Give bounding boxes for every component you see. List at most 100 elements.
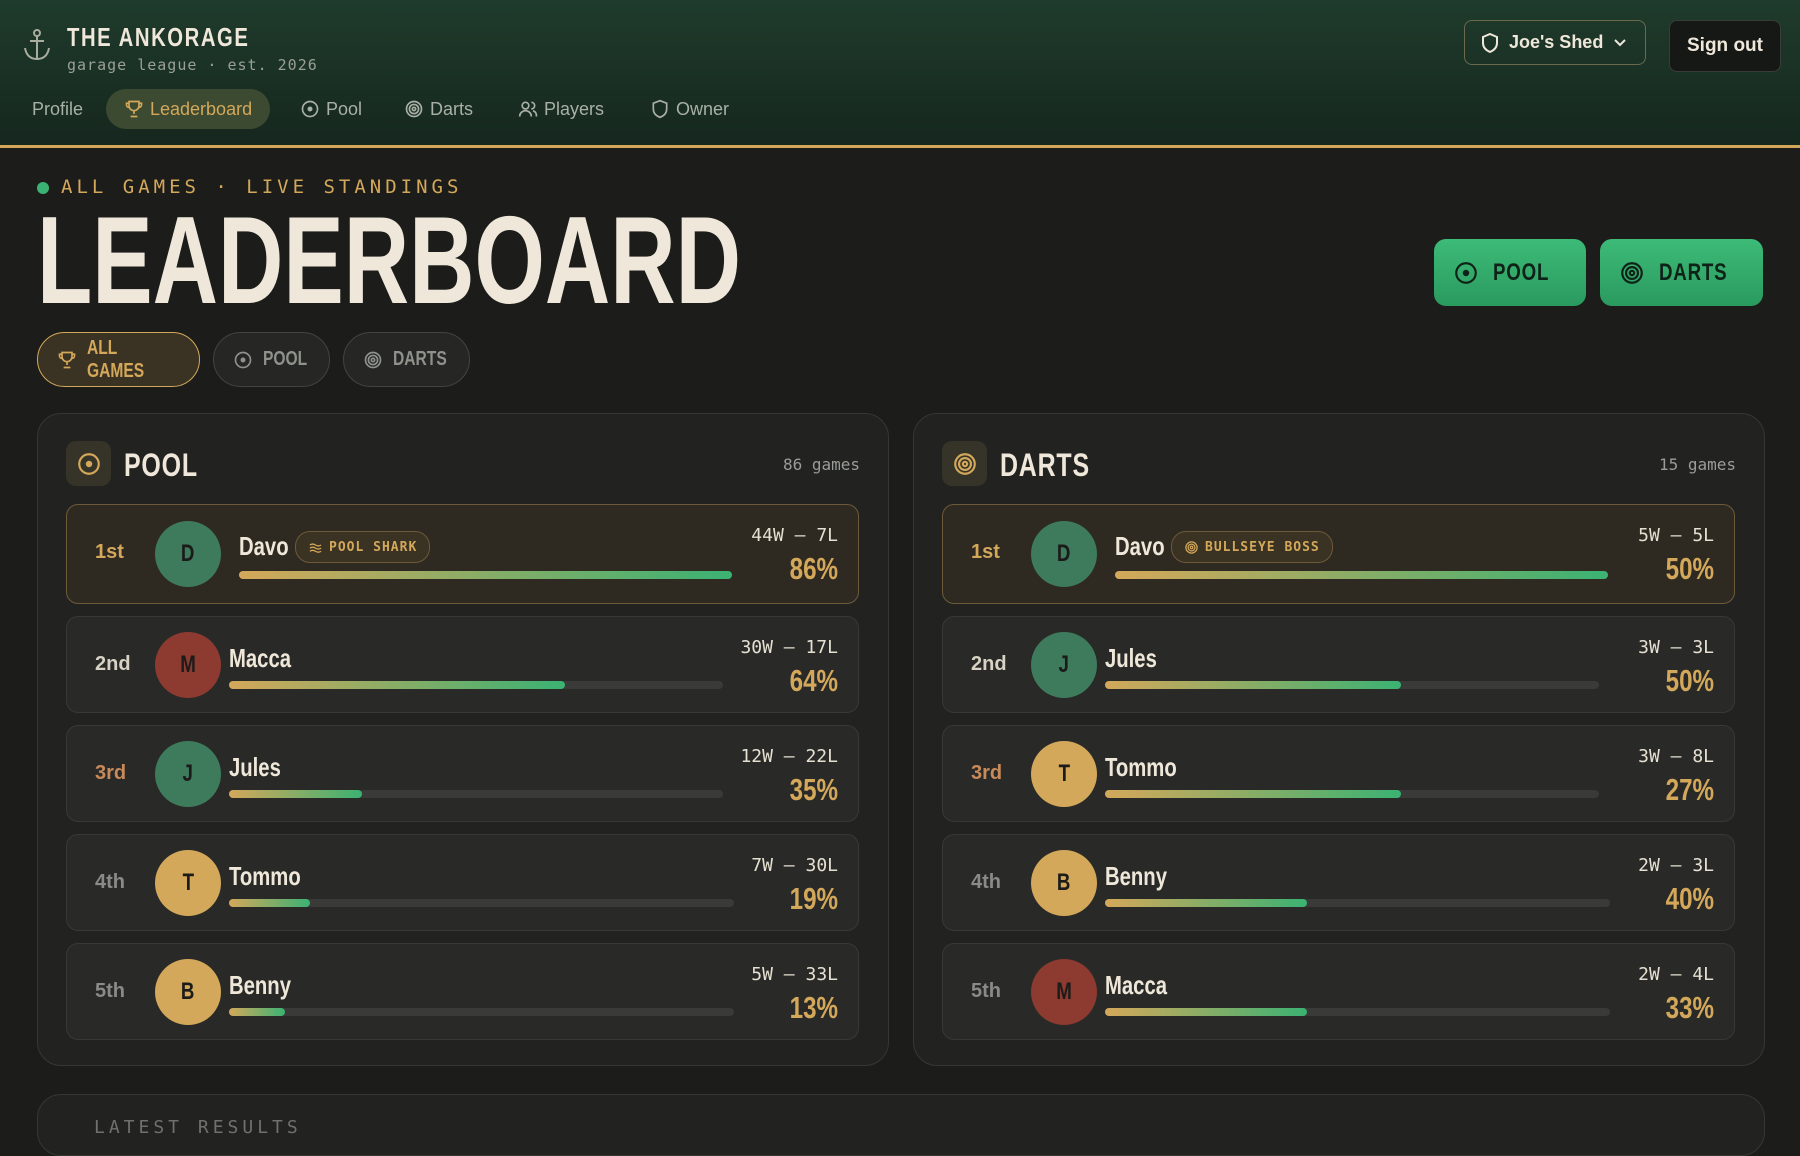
progress-track <box>239 571 732 579</box>
progress-fill <box>229 790 363 798</box>
icon <box>953 452 976 475</box>
record: 2W – 3L <box>1638 855 1714 876</box>
rank: 4th <box>95 871 125 893</box>
leaderboard-row[interactable]: 5th B Benny 5W – 33L 13% <box>66 943 859 1040</box>
nav-item[interactable]: Darts <box>386 89 491 129</box>
club-name: Joe's Shed <box>1509 32 1604 52</box>
player-name-wrap: Macca <box>1105 970 1185 1001</box>
avatar: T <box>1031 741 1097 807</box>
avatar-initial: M <box>180 651 196 678</box>
nav-item[interactable]: Players <box>500 89 622 129</box>
win-pct: 13% <box>776 990 838 1026</box>
avatar-initial: M <box>1056 978 1072 1005</box>
record: 5W – 5L <box>1638 525 1714 546</box>
player-name: Benny <box>1105 861 1167 891</box>
leaderboard-row[interactable]: 4th B Benny 2W – 3L 40% <box>942 834 1735 931</box>
icon <box>652 99 668 119</box>
progress-fill <box>1105 1008 1307 1016</box>
player-name-wrap: Benny <box>1105 861 1184 892</box>
win-pct-text: 19% <box>789 881 838 916</box>
nav-label: Leaderboard <box>150 98 253 119</box>
win-pct-text: 35% <box>789 772 838 807</box>
badge: BULLSEYE BOSS <box>1171 531 1333 563</box>
leaderboard-row[interactable]: 5th M Macca 2W – 4L 33% <box>942 943 1735 1040</box>
leaderboard-row[interactable]: 3rd J Jules 12W – 22L 35% <box>66 725 859 822</box>
avatar-initial: D <box>1057 540 1071 567</box>
filter-pill[interactable]: POOL <box>213 332 330 387</box>
action-button[interactable]: POOL <box>1434 239 1586 306</box>
leaderboard-row[interactable]: 2nd J Jules 3W – 3L 50% <box>942 616 1735 713</box>
badge-text: POOL SHARK <box>329 539 418 555</box>
nav-item[interactable]: Profile <box>14 89 101 129</box>
nav-label: Players <box>544 98 605 119</box>
progress-track <box>229 899 734 907</box>
anchor-icon <box>24 29 50 61</box>
win-pct-text: 13% <box>789 990 838 1025</box>
filter-pill[interactable]: ALL GAMES <box>37 332 200 387</box>
player-name: Macca <box>1105 970 1168 1000</box>
player-name-wrap: Davo <box>239 531 303 562</box>
tagline: garage league · est. 2026 <box>67 56 318 74</box>
brand-text: THE ANKORAGE <box>67 22 250 52</box>
leaderboard-row[interactable]: 3rd T Tommo 3W – 8L 27% <box>942 725 1735 822</box>
progress-track <box>1105 1008 1610 1016</box>
progress-fill <box>229 681 565 689</box>
player-name: Benny <box>229 970 291 1000</box>
club-select[interactable]: Joe's Shed <box>1464 20 1646 65</box>
filter-label: DARTS <box>393 348 450 371</box>
rank: 3rd <box>95 762 127 784</box>
progress-track <box>1105 899 1610 907</box>
win-pct: 33% <box>1652 990 1714 1026</box>
brand: THE ANKORAGE <box>67 22 301 53</box>
sign-out-button[interactable]: Sign out <box>1669 20 1781 72</box>
avatar-initial: B <box>1057 869 1071 896</box>
action-label: POOL <box>1485 259 1567 287</box>
record: 30W – 17L <box>740 637 838 658</box>
win-pct: 86% <box>776 551 838 587</box>
games-count: 15 games <box>1658 455 1736 474</box>
shield-icon <box>1482 32 1498 53</box>
action-button[interactable]: DARTS <box>1600 239 1763 306</box>
avatar: B <box>155 959 221 1025</box>
icon <box>125 100 143 118</box>
board-card: POOL 86 games 1st D Davo POOL SHARK 44W – 7L 86… <box>37 413 889 1066</box>
leaderboard-row[interactable]: 1st D Davo BULLSEYE BOSS 5W – 5L 50% <box>942 504 1735 604</box>
filter-label: ALL GAMES <box>87 337 180 383</box>
header: THE ANKORAGE garage league · est. 2026 P… <box>0 0 1800 148</box>
progress-fill <box>1105 790 1402 798</box>
badge-text: BULLSEYE BOSS <box>1205 539 1320 555</box>
filter-pill[interactable]: DARTS <box>343 332 470 387</box>
player-name: Macca <box>229 643 292 673</box>
progress-fill <box>229 899 310 907</box>
nav-item[interactable]: Leaderboard <box>106 89 271 129</box>
nav-item[interactable]: Owner <box>632 89 747 129</box>
player-name-wrap: Tommo <box>1105 752 1197 783</box>
avatar-initial: T <box>182 869 194 896</box>
leaderboard-row[interactable]: 4th T Tommo 7W – 30L 19% <box>66 834 859 931</box>
win-pct: 64% <box>776 663 838 699</box>
rank: 4th <box>971 871 1001 893</box>
player-name-wrap: Tommo <box>229 861 321 892</box>
progress-fill <box>229 1008 285 1016</box>
player-name: Davo <box>239 531 289 561</box>
live-dot <box>37 182 49 194</box>
nav-item[interactable]: Pool <box>282 89 380 129</box>
win-pct-text: 86% <box>789 551 838 586</box>
nav-label: Owner <box>676 98 730 119</box>
rank: 1st <box>971 541 1000 563</box>
action-text: POOL <box>1493 258 1550 286</box>
games-count: 86 games <box>782 455 860 474</box>
leaderboard-row[interactable]: 2nd M Macca 30W – 17L 64% <box>66 616 859 713</box>
win-pct-text: 27% <box>1665 772 1714 807</box>
player-name-wrap: Davo <box>1115 531 1179 562</box>
filter-text: POOL <box>263 348 308 370</box>
record: 44W – 7L <box>751 525 838 546</box>
filter-text: DARTS <box>393 348 447 370</box>
progress-fill <box>1115 571 1608 579</box>
leaderboard-row[interactable]: 1st D Davo POOL SHARK 44W – 7L 86% <box>66 504 859 604</box>
action-text: DARTS <box>1659 258 1728 286</box>
board-icon <box>66 441 111 486</box>
icon <box>518 101 538 117</box>
avatar: J <box>1031 632 1097 698</box>
win-pct: 40% <box>1652 881 1714 917</box>
